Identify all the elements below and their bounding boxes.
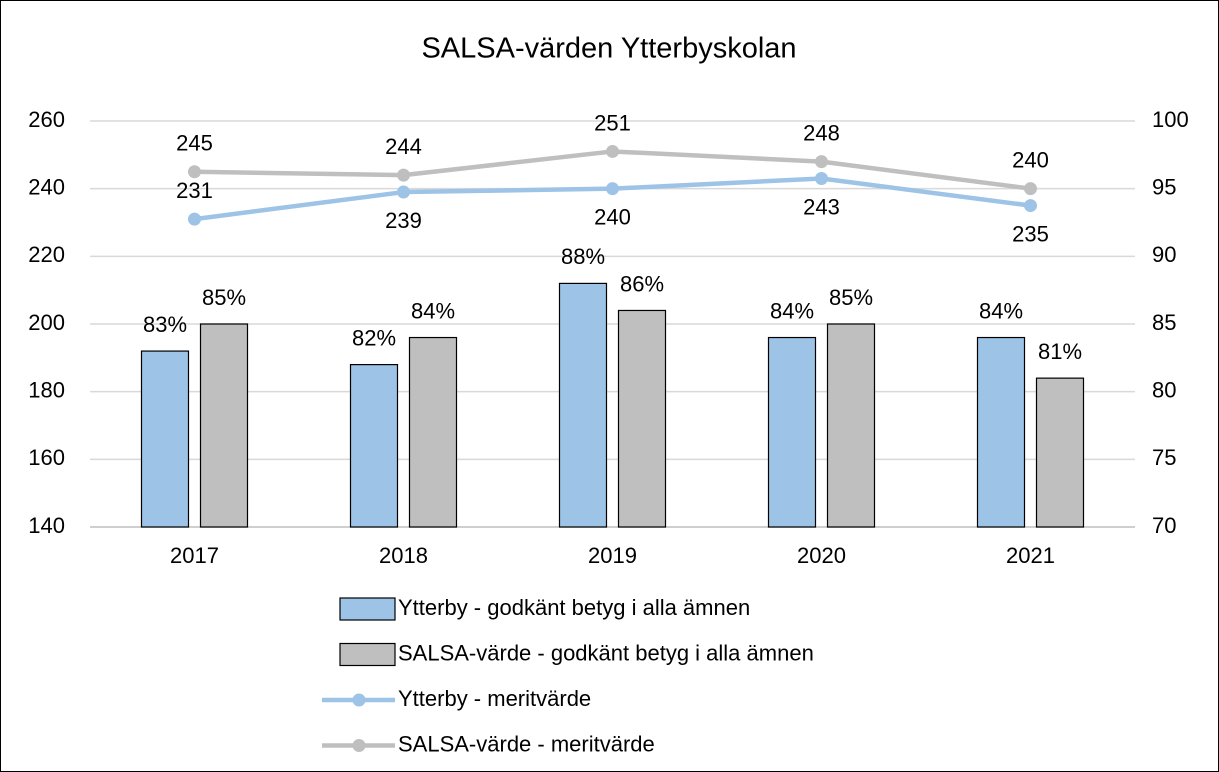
x-tick-label: 2020 [797, 543, 846, 568]
bar [140, 350, 190, 528]
data-label: 239 [385, 208, 422, 233]
line-marker [606, 182, 619, 196]
bar [1035, 377, 1085, 528]
line-marker [188, 165, 201, 179]
line-marker [397, 168, 410, 182]
data-label: 84% [411, 298, 455, 323]
data-label: 88% [561, 244, 605, 269]
x-tick-label: 2017 [170, 543, 219, 568]
bar [976, 336, 1026, 528]
data-label: 84% [770, 298, 814, 323]
y-tick-label: 240 [28, 174, 65, 199]
y-tick-label: 200 [28, 310, 65, 335]
line-marker [1024, 199, 1037, 213]
bar [349, 364, 399, 528]
data-label: 248 [803, 120, 840, 145]
chart-title: SALSA-värden Ytterbyskolan [421, 33, 796, 65]
data-label: 245 [176, 131, 213, 156]
bar [558, 282, 608, 528]
bar [199, 323, 249, 528]
legend-label: SALSA-värde - godkänt betyg i alla ämnen [398, 640, 814, 665]
y-tick-label: 220 [28, 242, 65, 267]
legend-label: Ytterby - meritvärde [398, 686, 591, 711]
data-label: 85% [829, 285, 873, 310]
x-tick-label: 2018 [379, 543, 428, 568]
legend-swatch [339, 597, 396, 621]
data-label: 243 [803, 194, 840, 219]
line-marker [1024, 182, 1037, 196]
legend-label: SALSA-värde - meritvärde [398, 731, 655, 756]
y2-tick-label: 80 [1152, 377, 1176, 402]
data-label: 231 [176, 178, 213, 203]
x-tick-label: 2021 [1006, 543, 1055, 568]
data-label: 84% [979, 298, 1023, 323]
line-marker [815, 172, 828, 186]
legend-label: Ytterby - godkänt betyg i alla ämnen [398, 595, 750, 620]
line-marker [606, 144, 619, 158]
line-marker [397, 185, 410, 199]
legend-marker [352, 693, 366, 707]
data-label: 251 [594, 110, 631, 135]
data-label: 83% [143, 312, 187, 337]
bar [826, 323, 876, 528]
data-label: 81% [1038, 339, 1082, 364]
data-label: 235 [1012, 221, 1049, 246]
data-label: 82% [352, 325, 396, 350]
y2-tick-label: 85 [1152, 310, 1176, 335]
y2-tick-label: 90 [1152, 242, 1176, 267]
y-tick-label: 140 [28, 513, 65, 538]
line-marker [815, 155, 828, 169]
bar [617, 309, 667, 528]
y2-tick-label: 75 [1152, 445, 1176, 470]
y2-tick-label: 95 [1152, 174, 1176, 199]
line-marker [188, 212, 201, 226]
data-label: 86% [620, 271, 664, 296]
y-tick-label: 260 [28, 107, 65, 132]
x-tick-label: 2019 [588, 543, 637, 568]
data-label: 240 [594, 204, 631, 229]
y2-tick-label: 100 [1152, 107, 1189, 132]
bar [767, 336, 817, 528]
data-label: 85% [202, 285, 246, 310]
bar [408, 336, 458, 528]
legend-swatch [339, 642, 396, 667]
data-label: 244 [385, 134, 422, 159]
y2-tick-label: 70 [1152, 513, 1176, 538]
y-tick-label: 160 [28, 445, 65, 470]
data-label: 240 [1012, 147, 1049, 172]
legend-marker [352, 739, 366, 752]
y-tick-label: 180 [28, 377, 65, 402]
